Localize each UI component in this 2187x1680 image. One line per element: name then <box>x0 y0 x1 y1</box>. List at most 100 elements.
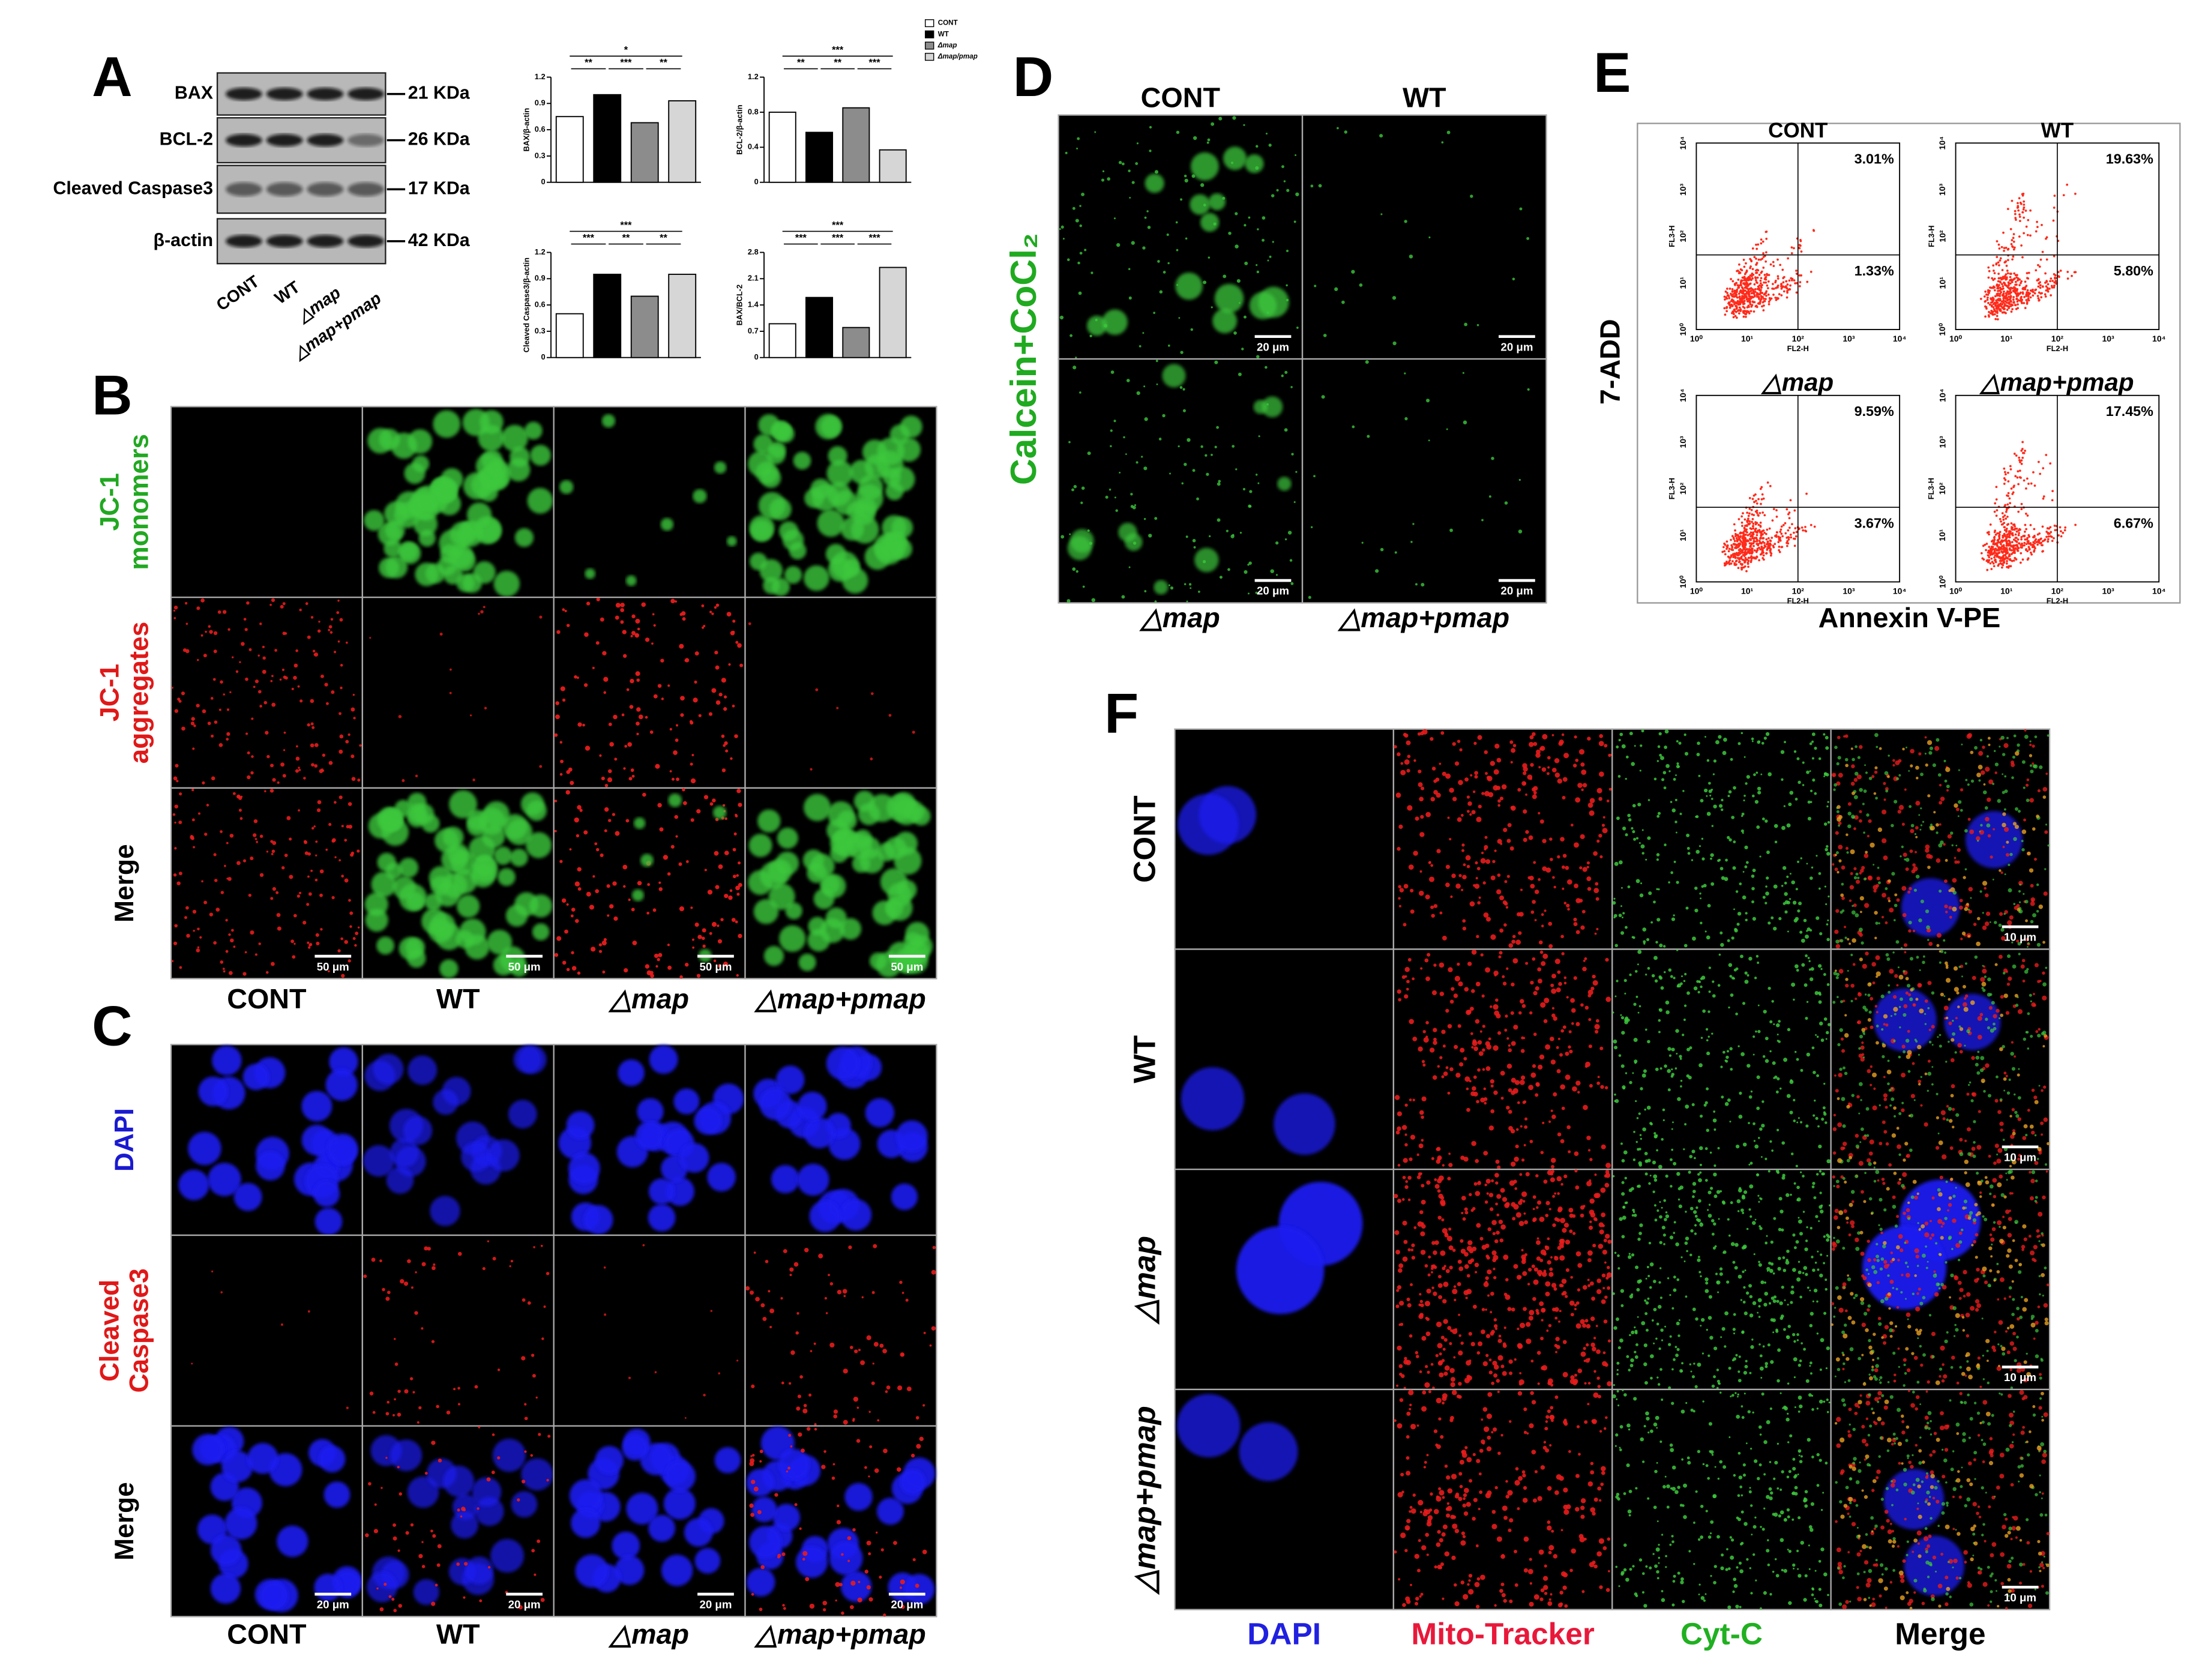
event-dot <box>1779 528 1782 531</box>
event-dot <box>2006 565 2008 568</box>
signal-spot <box>1244 570 1248 574</box>
signal-spot <box>655 763 660 769</box>
y-tick-label: 0 <box>754 352 759 361</box>
signal-spot <box>1420 786 1425 790</box>
signal-spot <box>690 906 693 909</box>
event-dot <box>2005 529 2008 532</box>
signal-spot <box>1419 796 1424 802</box>
signal-spot <box>462 573 483 593</box>
signal-spot <box>1713 759 1717 763</box>
signal-spot <box>1449 838 1452 841</box>
signal-spot <box>220 891 224 894</box>
event-dot <box>1731 312 1733 315</box>
signal-spot <box>1715 740 1719 744</box>
signal-spot <box>210 1534 242 1566</box>
signal-spot <box>1700 897 1702 900</box>
signal-spot <box>254 838 257 840</box>
significance-label: ** <box>834 57 841 68</box>
signal-spot <box>571 1508 601 1538</box>
signal-spot <box>449 691 452 694</box>
signal-spot <box>1587 887 1592 891</box>
signal-spot <box>826 460 853 487</box>
event-dot <box>1995 514 1998 517</box>
signal-spot <box>724 851 729 855</box>
event-dot <box>2002 285 2005 288</box>
signal-spot <box>310 869 313 872</box>
signal-spot <box>1692 936 1696 941</box>
signal-spot <box>1857 756 1861 759</box>
scale-label: 20 μm <box>1500 585 1533 597</box>
signal-spot <box>334 651 337 654</box>
signal-spot <box>1163 271 1166 274</box>
signal-spot <box>369 1391 374 1395</box>
signal-spot <box>305 602 308 606</box>
signal-spot <box>1631 827 1634 830</box>
signal-spot <box>341 825 344 828</box>
signal-spot <box>635 1121 664 1150</box>
significance-label: *** <box>832 232 844 243</box>
signal-spot <box>1257 228 1259 230</box>
event-dot <box>2000 245 2003 248</box>
event-dot <box>2012 255 2015 258</box>
signal-spot <box>2029 764 2033 767</box>
signal-spot <box>314 878 318 882</box>
signal-spot <box>1784 910 1788 914</box>
signal-spot <box>1873 885 1878 890</box>
signal-spot <box>1420 814 1424 819</box>
signal-spot <box>1665 763 1670 768</box>
signal-spot <box>1472 790 1476 793</box>
event-dot <box>1743 534 1746 537</box>
signal-spot <box>1846 851 1849 854</box>
signal-spot <box>901 1292 904 1294</box>
signal-spot <box>1698 845 1701 848</box>
signal-spot <box>2013 903 2016 905</box>
signal-spot <box>1380 213 1383 215</box>
event-dot <box>1742 287 1744 290</box>
event-dot <box>1996 549 1999 552</box>
bar <box>879 149 907 183</box>
signal-spot <box>1992 878 1994 881</box>
column-label: △map <box>608 1618 689 1649</box>
signal-spot <box>2009 915 2014 920</box>
signal-spot <box>436 480 457 501</box>
event-dot <box>1990 310 1993 312</box>
event-dot <box>2000 543 2002 546</box>
signal-spot <box>1788 802 1792 807</box>
signal-spot <box>1404 372 1406 375</box>
signal-spot <box>1834 745 1838 749</box>
signal-spot <box>1192 538 1196 543</box>
significance-label: ** <box>660 57 667 68</box>
signal-spot <box>1422 729 1428 735</box>
signal-spot <box>1699 892 1701 895</box>
event-dot <box>2062 194 2065 197</box>
legend-label: Δmap/pmap <box>937 53 978 61</box>
signal-spot <box>657 802 662 808</box>
signal-spot <box>1618 738 1621 742</box>
signal-spot <box>1834 929 1839 935</box>
signal-spot <box>702 928 706 933</box>
signal-spot <box>1404 220 1407 223</box>
signal-spot <box>1668 881 1670 884</box>
signal-spot <box>621 713 625 717</box>
signal-spot <box>713 805 727 819</box>
signal-spot <box>1143 517 1146 520</box>
signal-spot <box>498 868 516 887</box>
signal-spot <box>1613 897 1616 900</box>
event-dot <box>2038 265 2041 268</box>
signal-spot <box>612 881 617 886</box>
event-dot <box>2023 232 2025 235</box>
signal-spot <box>879 1343 884 1348</box>
signal-spot <box>228 933 231 936</box>
signal-spot <box>1957 860 1960 864</box>
signal-spot <box>1435 777 1440 782</box>
signal-spot <box>679 975 683 979</box>
signal-spot <box>900 1579 905 1585</box>
event-dot <box>1768 297 1771 300</box>
event-dot <box>2053 524 2056 527</box>
signal-spot <box>1574 735 1577 739</box>
signal-spot <box>1551 768 1557 772</box>
signal-spot <box>669 727 672 731</box>
signal-spot <box>1866 813 1870 817</box>
signal-spot <box>609 742 614 747</box>
event-dot <box>1755 534 1758 537</box>
